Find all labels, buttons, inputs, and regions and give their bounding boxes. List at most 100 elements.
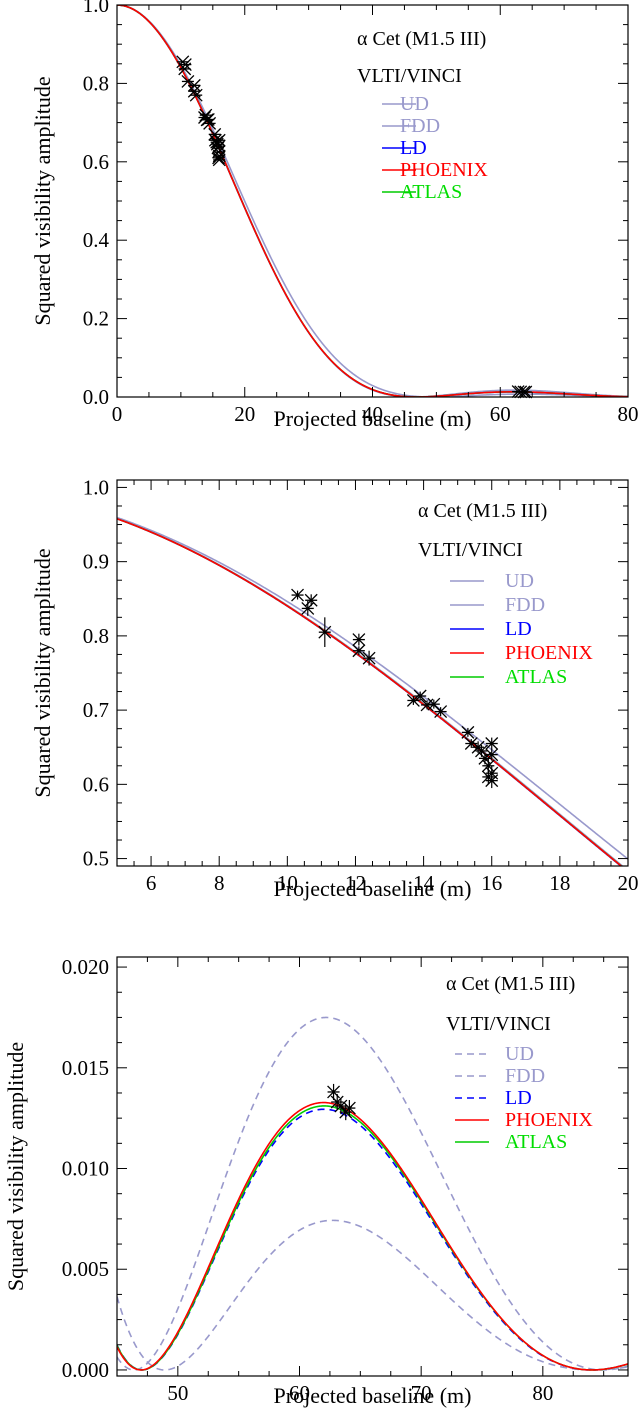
x-tick-label: 60: [289, 1381, 310, 1405]
series-line-ud: [117, 517, 624, 866]
legend-label-ld: LD: [400, 137, 427, 159]
series-line-ld: [117, 5, 628, 397]
y-tick-label: 0.6: [83, 772, 109, 796]
x-tick-label: 12: [345, 871, 366, 895]
data-point: [334, 1098, 348, 1115]
y-tick-label: 0.020: [62, 955, 109, 979]
observations: [327, 1083, 356, 1121]
x-tick-label: 16: [481, 871, 502, 895]
series-line-atlas: [117, 517, 623, 866]
panel-middle: 6 8 10 12 14 16 18 20 0.5 0.6 0.7 0.8 0.9 1.0 Projecte…: [30, 475, 639, 901]
legend-label-ld: LD: [505, 618, 532, 640]
observations: [291, 588, 499, 789]
panel-bottom: 50 60 70 80 0.000 0.005 0.010 0.015 0.020 Project…: [3, 955, 629, 1408]
x-tick-label: 80: [618, 402, 639, 426]
y-tick-label: 1.0: [83, 475, 109, 499]
y-tick-label: 0.6: [83, 150, 109, 174]
y-tick-label: 0.2: [83, 307, 109, 331]
data-point: [212, 153, 226, 167]
data-point: [208, 127, 222, 141]
data-point: [178, 58, 192, 72]
data-point: [212, 151, 226, 165]
plot-frame: [116, 956, 629, 1377]
y-tick-label: 0.4: [83, 228, 110, 252]
plot-frame: [116, 4, 629, 398]
legend-label-ud: UD: [505, 570, 534, 592]
data-point: [203, 116, 217, 130]
series-line-fdd: [117, 1219, 628, 1371]
y-tick-label: 0.010: [62, 1157, 109, 1181]
x-tick-label: 80: [532, 1381, 553, 1405]
y-axis-label: Squared visibility amplitude: [3, 1042, 28, 1291]
y-tick-label: 0.000: [62, 1358, 109, 1382]
x-tick-label: 18: [549, 871, 570, 895]
data-point: [413, 689, 427, 703]
series-line-ld: [117, 517, 623, 866]
x-tick-label: 20: [618, 871, 639, 895]
y-tick-label: 1.0: [83, 0, 109, 17]
x-tick-label: 40: [362, 402, 383, 426]
x-tick-label: 10: [277, 871, 298, 895]
x-axis-label: Projected baseline (m): [274, 1383, 472, 1408]
x-tick-label: 20: [234, 402, 255, 426]
legend-label-fdd: FDD: [505, 594, 545, 616]
y-tick-label: 0.005: [62, 1257, 109, 1281]
legend-label-atlas: ATLAS: [505, 666, 567, 688]
ticks: [116, 480, 629, 866]
y-tick-label: 0.5: [83, 847, 109, 871]
series-line-phoenix: [117, 517, 623, 866]
data-point: [485, 737, 499, 750]
x-axis-label: Projected baseline (m): [274, 406, 472, 431]
star-name-annotation: α Cet (M1.5 III): [418, 500, 547, 522]
y-axis-label: Squared visibility amplitude: [30, 76, 55, 325]
ticks: [116, 957, 628, 1376]
curves: [117, 516, 628, 866]
data-point: [291, 588, 305, 602]
y-tick-label: 0.9: [83, 550, 109, 574]
curves: [117, 5, 628, 397]
y-tick-label: 0.7: [83, 698, 109, 722]
data-point: [461, 725, 475, 739]
series-line-phoenix: [117, 1101, 628, 1371]
legend-label-ld: LD: [505, 1087, 532, 1109]
x-tick-label: 14: [413, 871, 435, 895]
legend-label-fdd: FDD: [400, 115, 440, 137]
x-tick-label: 6: [146, 871, 157, 895]
data-point: [434, 705, 448, 719]
ticks: [116, 4, 629, 398]
data-point: [304, 593, 318, 607]
series-line-fdd: [117, 5, 628, 397]
data-point: [481, 769, 495, 785]
series-line-ud: [117, 1016, 628, 1371]
observations: [176, 55, 533, 399]
legend-label-fdd: FDD: [505, 1065, 545, 1087]
panel-top: 0 20 40 60 80 0.0 0.2 0.4 0.6 0.8 1.0 Projected bas…: [30, 0, 639, 431]
legend-label-atlas: ATLAS: [400, 181, 462, 203]
legend-label-ud: UD: [400, 93, 429, 115]
x-axis-label: Projected baseline (m): [274, 876, 472, 901]
legend-label-phoenix: PHOENIX: [400, 159, 488, 181]
instrument-annotation: VLTI/VINCI: [446, 1013, 551, 1035]
y-axis-label: Squared visibility amplitude: [30, 548, 55, 797]
star-name-annotation: α Cet (M1.5 III): [357, 28, 486, 50]
star-name-annotation: α Cet (M1.5 III): [446, 973, 575, 995]
series-line-atlas: [117, 5, 628, 397]
x-tick-label: 60: [490, 402, 511, 426]
y-tick-label: 0.0: [83, 385, 109, 409]
x-tick-label: 70: [411, 1381, 432, 1405]
legend-label-phoenix: PHOENIX: [505, 1109, 593, 1131]
curves: [117, 1016, 628, 1371]
x-tick-label: 8: [214, 871, 225, 895]
y-tick-label: 0.015: [62, 1056, 109, 1080]
data-point: [212, 139, 226, 153]
data-point: [352, 633, 366, 647]
data-point: [519, 385, 533, 399]
data-point: [212, 133, 226, 147]
x-tick-label: 0: [112, 402, 123, 426]
x-tick-label: 50: [167, 1381, 188, 1405]
legend-label-phoenix: PHOENIX: [505, 642, 593, 664]
legend-label-atlas: ATLAS: [505, 1131, 567, 1153]
instrument-annotation: VLTI/VINCI: [418, 539, 523, 561]
data-point: [318, 617, 332, 648]
